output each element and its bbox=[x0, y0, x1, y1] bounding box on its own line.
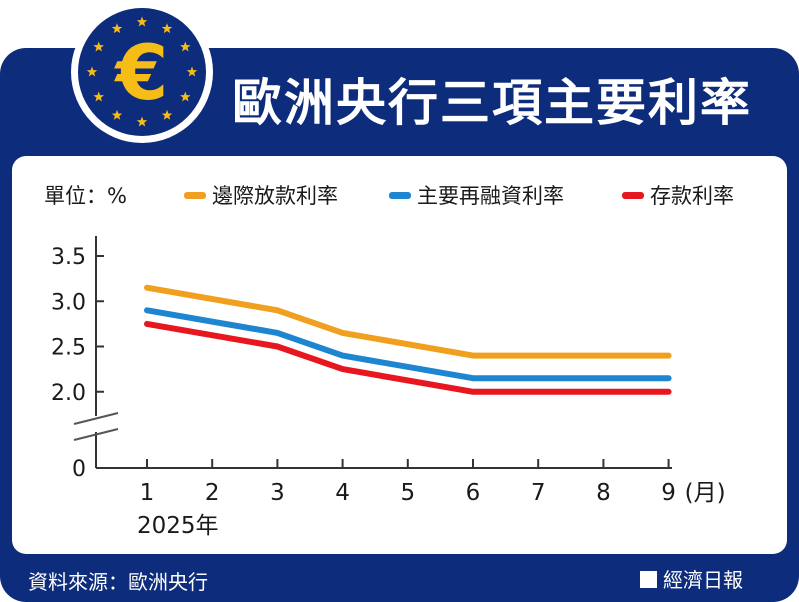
series-line bbox=[144, 307, 672, 382]
axis-break-stroke bbox=[73, 412, 119, 425]
brand-box-icon bbox=[640, 571, 657, 588]
eu-star-icon bbox=[186, 66, 198, 77]
eu-star-icon bbox=[180, 91, 191, 102]
legend-label: 存款利率 bbox=[650, 184, 734, 208]
eu-star-icon bbox=[136, 116, 148, 127]
series-line bbox=[144, 284, 672, 359]
y-tick-label: 0 bbox=[72, 457, 86, 482]
eu-star-icon bbox=[93, 91, 104, 102]
x-tick-label: 9 bbox=[661, 480, 676, 506]
axes bbox=[95, 236, 672, 469]
eu-stars-icon bbox=[86, 16, 198, 127]
legend-swatch bbox=[622, 191, 644, 199]
x-tick-label: 7 bbox=[531, 480, 546, 506]
x-tick-label: 3 bbox=[270, 480, 285, 506]
eu-star-icon bbox=[93, 41, 104, 52]
legend-item-refinancing: 主要再融資利率 bbox=[389, 180, 564, 210]
legend: 單位：% 邊際放款利率 主要再融資利率 存款利率 bbox=[44, 180, 784, 210]
legend-label: 主要再融資利率 bbox=[417, 184, 564, 208]
x-tick-label: 2 bbox=[205, 480, 220, 506]
x-unit-label: (月) bbox=[685, 480, 726, 506]
euro-logo: € bbox=[71, 1, 213, 143]
legend-label: 邊際放款利率 bbox=[212, 184, 338, 208]
y-tick-label: 2.0 bbox=[51, 381, 86, 406]
brand-label: 經濟日報 bbox=[663, 568, 743, 592]
euro-logo-disc bbox=[78, 8, 206, 136]
chart-title: 歐洲央行三項主要利率 bbox=[232, 74, 752, 132]
y-tick-label: 2.5 bbox=[51, 336, 86, 361]
eu-star-icon bbox=[180, 41, 191, 52]
eu-star-icon bbox=[111, 23, 123, 34]
y-tick-label: 3.5 bbox=[51, 245, 86, 270]
x-tick-label: 6 bbox=[466, 480, 481, 506]
eu-star-icon bbox=[161, 23, 173, 34]
x-tick-label: 5 bbox=[400, 480, 415, 506]
axis-break-stroke bbox=[73, 428, 119, 441]
axis-break-icon bbox=[73, 412, 119, 441]
y-tick-label: 3.0 bbox=[51, 290, 86, 315]
source-note: 資料來源：歐洲央行 bbox=[28, 570, 208, 594]
series-line bbox=[144, 320, 672, 395]
eu-star-icon bbox=[161, 109, 173, 120]
series-lines bbox=[144, 284, 672, 395]
unit-label: 單位：% bbox=[44, 184, 127, 208]
euro-sign-icon: € bbox=[114, 28, 169, 117]
x-tick-label: 1 bbox=[140, 480, 155, 506]
x-year-label: 2025年 bbox=[137, 513, 219, 539]
legend-swatch bbox=[389, 191, 411, 199]
legend-swatch bbox=[184, 191, 206, 199]
eu-star-icon bbox=[86, 66, 98, 77]
legend-item-deposit: 存款利率 bbox=[622, 180, 734, 210]
x-tick-label: 4 bbox=[335, 480, 350, 506]
x-tick-label: 8 bbox=[596, 480, 611, 506]
eu-star-icon bbox=[136, 16, 148, 27]
brand-mark: 經濟日報 bbox=[640, 564, 743, 593]
legend-item-marginal: 邊際放款利率 bbox=[184, 180, 338, 210]
eu-star-icon bbox=[111, 109, 123, 120]
